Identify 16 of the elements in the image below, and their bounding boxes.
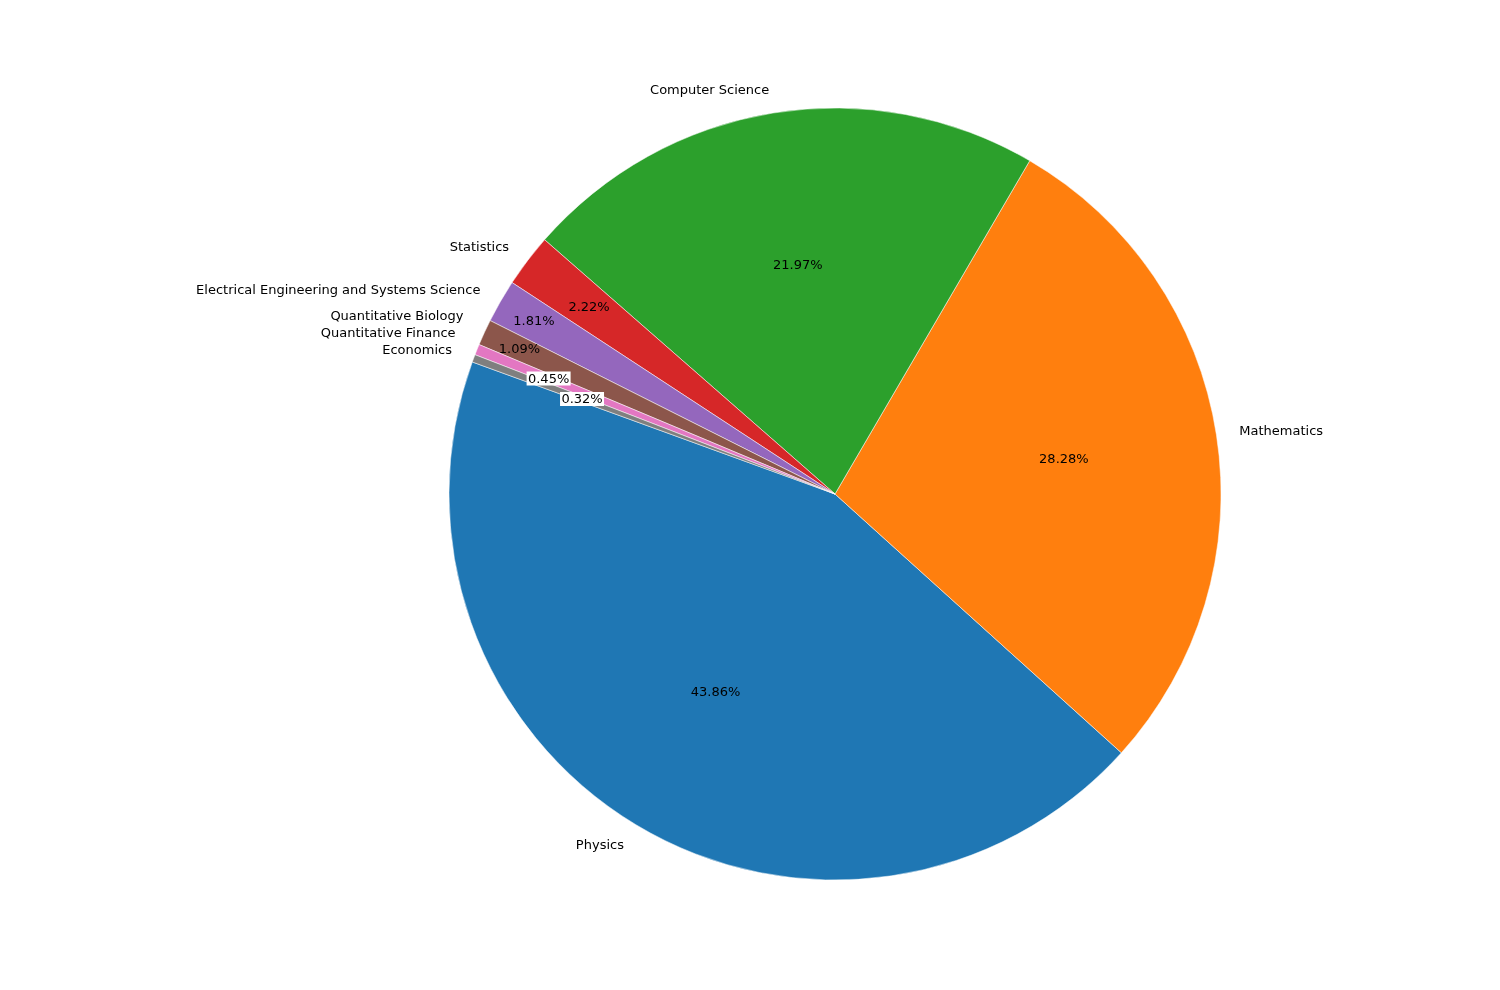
data-label: 21.97% [772, 257, 823, 273]
slice-label: Quantitative Finance [320, 325, 456, 341]
data-label: 0.45% [527, 370, 570, 386]
data-label: 2.22% [568, 299, 610, 315]
data-label: 28.28% [1039, 450, 1089, 466]
data-label: 0.32% [561, 391, 603, 407]
slice-label: Statistics [449, 238, 510, 254]
slice-label: Quantitative Biology [330, 308, 464, 324]
data-label: 1.81% [513, 312, 555, 328]
data-label: 43.86% [690, 684, 741, 700]
data-label: 1.09% [498, 340, 541, 356]
slice-label: Computer Science [650, 82, 770, 98]
slice-label: Physics [575, 836, 625, 852]
slice-label: Mathematics [1239, 423, 1324, 439]
slice-label: Economics [382, 342, 453, 358]
slice-label: Electrical Engineering and Systems Science [196, 281, 481, 297]
